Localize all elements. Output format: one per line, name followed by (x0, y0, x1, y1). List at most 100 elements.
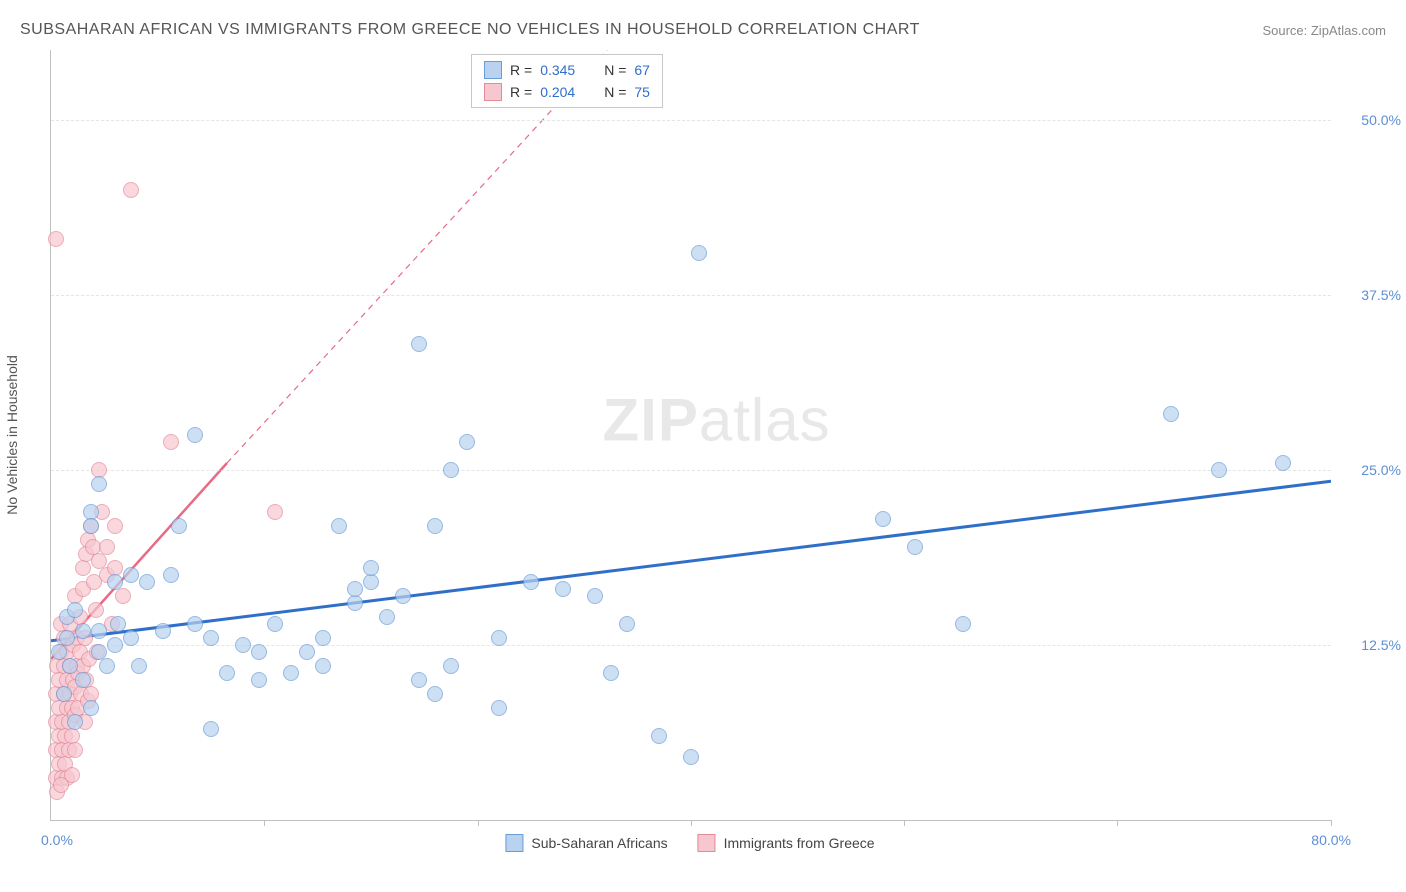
data-point (427, 518, 443, 534)
series-legend: Sub-Saharan Africans Immigrants from Gre… (505, 834, 874, 852)
trend-lines (51, 50, 1331, 820)
r-value-blue: 0.345 (540, 59, 588, 81)
y-axis-label: No Vehicles in Household (4, 355, 20, 515)
grid-line (51, 470, 1331, 471)
data-point (251, 644, 267, 660)
y-tick-label: 50.0% (1341, 112, 1401, 128)
data-point (875, 511, 891, 527)
data-point (110, 616, 126, 632)
legend-item-pink: Immigrants from Greece (698, 834, 875, 852)
data-point (163, 567, 179, 583)
data-point (59, 630, 75, 646)
data-point (155, 623, 171, 639)
data-point (443, 462, 459, 478)
data-point (587, 588, 603, 604)
data-point (83, 700, 99, 716)
data-point (491, 630, 507, 646)
x-tick (264, 820, 265, 826)
data-point (75, 672, 91, 688)
y-tick-label: 25.0% (1341, 462, 1401, 478)
series-name-pink: Immigrants from Greece (724, 835, 875, 851)
x-tick (1331, 820, 1332, 826)
data-point (267, 616, 283, 632)
data-point (123, 182, 139, 198)
data-point (443, 658, 459, 674)
data-point (651, 728, 667, 744)
data-point (347, 595, 363, 611)
data-point (427, 686, 443, 702)
data-point (75, 560, 91, 576)
legend-row-blue: R = 0.345 N = 67 (484, 59, 650, 81)
data-point (51, 644, 67, 660)
data-point (283, 665, 299, 681)
plot-region: ZIPatlas R = 0.345 N = 67 R = 0.204 N = … (50, 50, 1331, 821)
data-point (131, 658, 147, 674)
data-point (491, 700, 507, 716)
data-point (187, 616, 203, 632)
watermark-atlas: atlas (699, 386, 831, 453)
data-point (56, 686, 72, 702)
data-point (107, 574, 123, 590)
data-point (267, 504, 283, 520)
data-point (331, 518, 347, 534)
data-point (187, 427, 203, 443)
data-point (203, 630, 219, 646)
data-point (955, 616, 971, 632)
data-point (67, 602, 83, 618)
data-point (91, 476, 107, 492)
r-value-pink: 0.204 (540, 81, 588, 103)
legend-row-pink: R = 0.204 N = 75 (484, 81, 650, 103)
swatch-icon (698, 834, 716, 852)
data-point (363, 560, 379, 576)
data-point (395, 588, 411, 604)
data-point (315, 658, 331, 674)
data-point (48, 231, 64, 247)
data-point (139, 574, 155, 590)
data-point (83, 518, 99, 534)
data-point (163, 434, 179, 450)
data-point (219, 665, 235, 681)
data-point (99, 539, 115, 555)
data-point (411, 672, 427, 688)
x-origin-label: 0.0% (41, 832, 73, 848)
data-point (907, 539, 923, 555)
x-tick (904, 820, 905, 826)
data-point (64, 767, 80, 783)
x-tick (478, 820, 479, 826)
watermark: ZIPatlas (603, 385, 831, 454)
chart-container: SUBSAHARAN AFRICAN VS IMMIGRANTS FROM GR… (0, 0, 1406, 892)
r-label: R = (510, 59, 532, 81)
data-point (555, 581, 571, 597)
data-point (99, 658, 115, 674)
swatch-icon (484, 83, 502, 101)
data-point (347, 581, 363, 597)
chart-area: No Vehicles in Household ZIPatlas R = 0.… (50, 50, 1330, 820)
series-name-blue: Sub-Saharan Africans (531, 835, 667, 851)
data-point (1275, 455, 1291, 471)
grid-line (51, 120, 1331, 121)
data-point (62, 658, 78, 674)
legend-item-blue: Sub-Saharan Africans (505, 834, 667, 852)
data-point (107, 518, 123, 534)
grid-line (51, 295, 1331, 296)
data-point (411, 336, 427, 352)
data-point (683, 749, 699, 765)
y-tick-label: 37.5% (1341, 287, 1401, 303)
data-point (91, 623, 107, 639)
data-point (107, 637, 123, 653)
n-label: N = (604, 59, 626, 81)
source-label: Source: ZipAtlas.com (1262, 23, 1386, 38)
header: SUBSAHARAN AFRICAN VS IMMIGRANTS FROM GR… (0, 0, 1406, 50)
data-point (67, 742, 83, 758)
data-point (691, 245, 707, 261)
data-point (67, 714, 83, 730)
data-point (299, 644, 315, 660)
swatch-icon (484, 61, 502, 79)
data-point (315, 630, 331, 646)
swatch-icon (505, 834, 523, 852)
x-max-label: 80.0% (1311, 832, 1351, 848)
data-point (171, 518, 187, 534)
data-point (523, 574, 539, 590)
n-value-pink: 75 (634, 81, 650, 103)
chart-title: SUBSAHARAN AFRICAN VS IMMIGRANTS FROM GR… (20, 21, 920, 39)
